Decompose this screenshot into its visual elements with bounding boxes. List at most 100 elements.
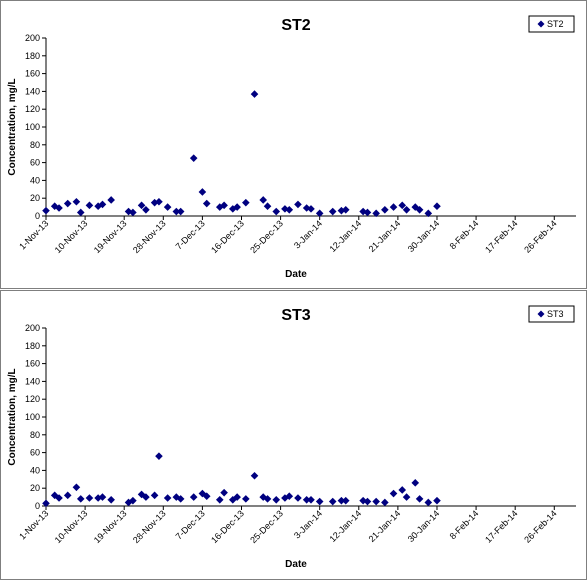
data-point	[263, 495, 272, 503]
data-point	[402, 205, 411, 214]
legend-marker-icon	[537, 20, 545, 28]
y-tick-label: 140	[25, 86, 40, 96]
data-point	[63, 491, 72, 500]
x-tick-label: 21-Jan-14	[367, 218, 403, 254]
data-point	[215, 203, 224, 211]
y-tick-label: 20	[30, 483, 40, 493]
data-point	[381, 498, 389, 507]
data-point	[98, 200, 107, 209]
data-point	[272, 207, 281, 216]
y-tick-label: 40	[30, 175, 40, 185]
data-point	[381, 205, 389, 214]
data-point	[172, 493, 181, 501]
x-tick-label: 17-Feb-14	[483, 218, 519, 254]
x-tick-label: 25-Dec-13	[248, 508, 285, 545]
data-point	[242, 495, 250, 503]
data-point	[250, 471, 259, 480]
data-point	[215, 495, 224, 504]
data-point	[315, 209, 324, 218]
y-tick-label: 100	[25, 412, 40, 422]
legend-marker-icon	[537, 310, 545, 318]
legend-label: ST3	[547, 309, 564, 319]
chart-st3: ST3 0 20 40 60 80 100 120 140 160 180 200 1-Nov-13 10…	[7, 305, 576, 570]
y-tick-label: 80	[30, 140, 40, 150]
data-point	[42, 206, 50, 215]
data-point	[229, 495, 237, 504]
data-point	[372, 497, 380, 506]
data-point	[302, 495, 311, 504]
data-point	[98, 493, 107, 501]
data-point	[107, 495, 115, 504]
y-tick-label: 140	[25, 376, 40, 386]
data-point	[294, 200, 302, 209]
data-point	[328, 497, 337, 506]
data-point	[163, 494, 172, 502]
x-tick-label: 25-Dec-13	[248, 218, 285, 255]
data-point	[285, 205, 294, 214]
data-point	[150, 491, 159, 500]
y-tick-label: 40	[30, 465, 40, 475]
y-tick-label: 200	[25, 323, 40, 333]
chart-title: ST2	[281, 17, 310, 34]
data-point	[176, 207, 185, 216]
data-point	[233, 493, 241, 501]
data-point	[281, 494, 289, 502]
x-tick-label: 8-Feb-14	[448, 218, 481, 251]
x-tick-label: 1-Nov-13	[17, 508, 50, 541]
data-point	[328, 207, 337, 216]
data-point	[229, 205, 237, 213]
data-point	[72, 483, 81, 492]
y-tick-label: 120	[25, 104, 40, 114]
data-point	[263, 202, 272, 211]
data-point	[307, 495, 315, 504]
data-point	[307, 205, 315, 213]
y-tick-label: 200	[25, 33, 40, 43]
x-tick-label: 7-Dec-13	[174, 218, 207, 251]
data-point	[415, 205, 424, 214]
y-tick-label: 60	[30, 158, 40, 168]
x-tick-label: 16-Dec-13	[209, 508, 246, 545]
x-tick-label: 21-Jan-14	[367, 508, 403, 544]
x-tick-label: 19-Nov-13	[92, 218, 129, 255]
data-point	[272, 495, 281, 504]
x-tick-label: 12-Jan-14	[327, 508, 363, 544]
data-point	[259, 493, 268, 501]
x-tick-label: 28-Nov-13	[131, 508, 168, 545]
data-point	[220, 201, 228, 210]
data-point	[142, 205, 150, 214]
data-point	[424, 209, 433, 218]
data-point	[233, 203, 241, 211]
y-tick-label: 0	[35, 211, 40, 221]
x-tick-label: 7-Dec-13	[174, 508, 207, 541]
data-point	[302, 204, 311, 212]
x-tick-label: 26-Feb-14	[522, 508, 558, 544]
x-tick-label: 8-Feb-14	[448, 508, 481, 541]
x-tick-label: 16-Dec-13	[209, 218, 246, 255]
data-point	[337, 496, 346, 505]
data-point	[415, 495, 424, 503]
chart-title: ST3	[281, 307, 310, 324]
y-tick-label: 100	[25, 122, 40, 132]
x-tick-label: 17-Feb-14	[483, 508, 519, 544]
data-point	[189, 154, 198, 162]
data-point	[259, 196, 268, 204]
x-tick-label: 12-Jan-14	[327, 218, 363, 254]
data-point	[433, 202, 441, 211]
data-point	[85, 201, 94, 210]
data-point	[250, 90, 259, 98]
data-point	[137, 201, 146, 210]
x-tick-label: 30-Jan-14	[406, 218, 442, 254]
data-point	[76, 495, 85, 503]
y-tick-label: 60	[30, 448, 40, 458]
data-point	[359, 207, 367, 216]
data-point	[55, 204, 63, 212]
data-point	[202, 492, 211, 501]
x-tick-label: 19-Nov-13	[92, 508, 129, 545]
x-axis-label: Date	[285, 269, 307, 280]
data-point	[281, 205, 289, 213]
data-point	[433, 496, 441, 505]
data-point	[189, 493, 198, 501]
x-tick-label: 3-Jan-14	[292, 218, 324, 250]
data-point	[198, 188, 207, 196]
data-point	[315, 497, 324, 506]
